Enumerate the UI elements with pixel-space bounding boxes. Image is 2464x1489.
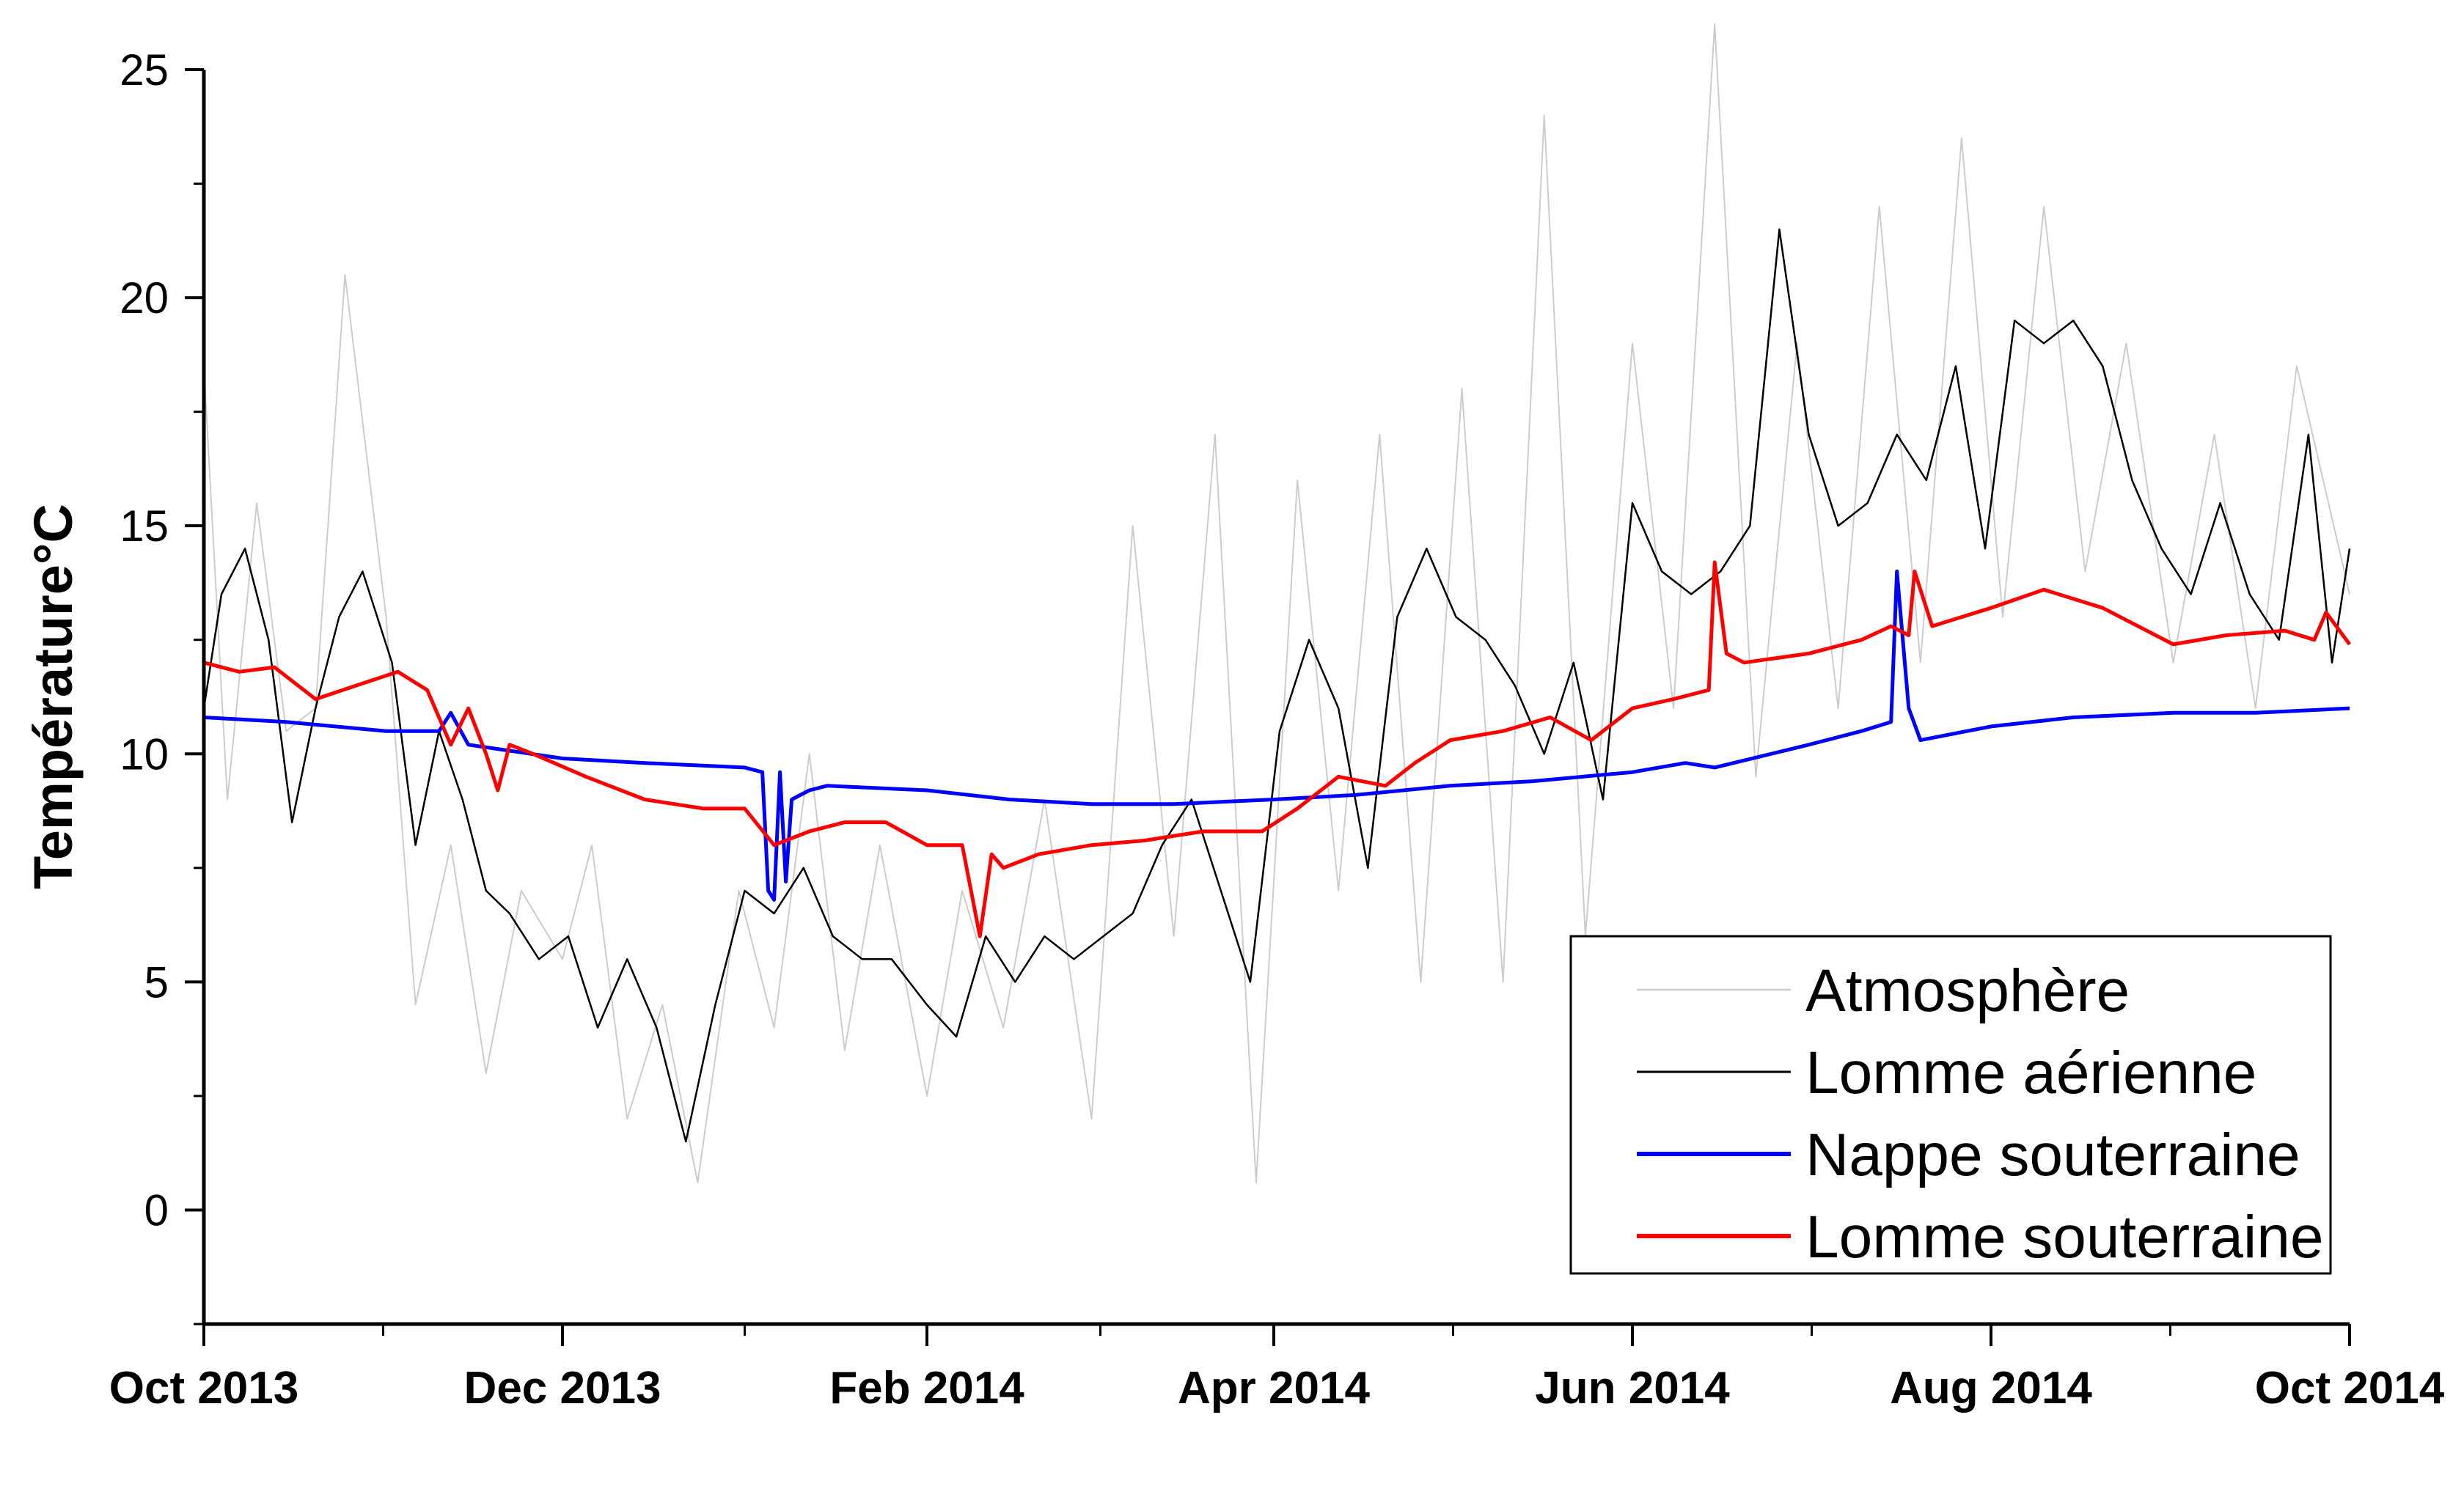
series-line-1 [202,228,2351,1143]
x-tick-label: Aug 2014 [1890,1363,2092,1413]
x-ticks: Oct 2013 Dec 2013 Feb 2014 Apr 2014 Jun 2014… [109,1324,2445,1413]
legend-items: Atmosphère Lomme aérienne Nappe souterrain… [1637,957,2323,1271]
series-line-3 [203,560,2352,938]
y-tick-label: 15 [120,501,169,551]
y-ticks: 0 5 10 15 20 25 [120,45,204,1326]
y-tick-label: 5 [144,957,169,1007]
legend-label: Lomme souterraine [1805,1204,2323,1271]
x-tick-label: Oct 2013 [109,1363,299,1413]
x-tick-label: Oct 2014 [2255,1363,2445,1413]
y-tick-label: 25 [120,45,169,95]
y-axis-title: Température°C [23,504,84,889]
x-tick-label: Dec 2013 [464,1363,661,1413]
legend: Atmosphère Lomme aérienne Nappe souterrain… [1569,935,2332,1275]
legend-label: Atmosphère [1805,957,2130,1024]
y-tick-label: 20 [120,273,169,323]
y-tick-label: 10 [120,729,169,779]
x-tick-label: Apr 2014 [1178,1363,1370,1413]
legend-label: Lomme aérienne [1805,1040,2256,1106]
x-tick-label: Jun 2014 [1535,1363,1730,1413]
series-layer [202,23,2352,1184]
series-line-0 [203,23,2350,1184]
series-line-2 [203,569,2350,902]
x-tick-label: Feb 2014 [829,1363,1024,1413]
legend-box [1569,935,2332,1275]
legend-label: Nappe souterraine [1805,1122,2300,1188]
y-tick-label: 0 [144,1185,169,1235]
